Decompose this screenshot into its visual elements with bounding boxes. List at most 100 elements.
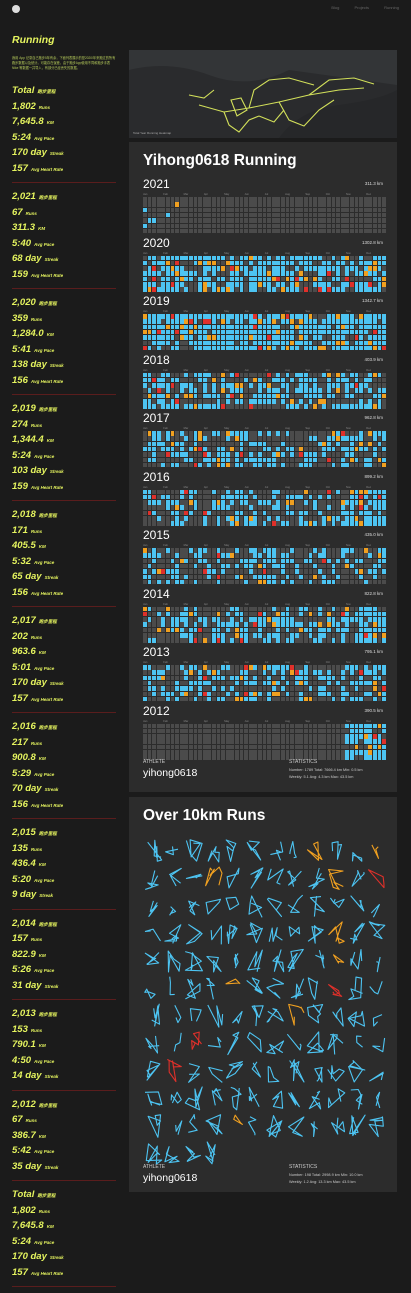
day-cell[interactable] [184,383,189,388]
day-cell[interactable] [377,516,382,521]
day-cell[interactable] [253,611,258,617]
day-cell[interactable] [294,696,299,702]
day-cell[interactable] [230,500,235,505]
day-cell[interactable] [336,345,341,351]
day-cell[interactable] [216,266,221,271]
day-cell[interactable] [359,446,364,452]
day-cell[interactable] [285,218,290,223]
day-cell[interactable] [313,665,318,670]
day-cell[interactable] [161,212,166,218]
day-cell[interactable] [359,723,364,728]
day-cell[interactable] [225,207,230,213]
day-cell[interactable] [354,319,359,324]
day-cell[interactable] [345,670,350,675]
day-cell[interactable] [175,489,180,494]
day-cell[interactable] [285,287,290,292]
day-cell[interactable] [147,516,152,521]
day-cell[interactable] [239,521,244,526]
day-cell[interactable] [359,260,364,266]
day-cell[interactable] [193,617,198,622]
day-cell[interactable] [267,255,272,260]
day-cell[interactable] [327,207,331,213]
day-cell[interactable] [189,335,193,340]
day-cell[interactable] [235,622,239,627]
day-cell[interactable] [327,617,331,622]
day-cell[interactable] [290,686,295,691]
day-cell[interactable] [350,675,354,681]
day-cell[interactable] [363,399,368,404]
day-cell[interactable] [221,516,226,521]
day-cell[interactable] [281,452,285,457]
day-cell[interactable] [294,500,299,505]
day-cell[interactable] [382,388,387,393]
day-cell[interactable] [212,329,216,335]
day-cell[interactable] [221,372,226,377]
day-cell[interactable] [377,197,382,202]
day-cell[interactable] [359,399,364,404]
day-cell[interactable] [207,617,212,622]
day-cell[interactable] [331,494,336,500]
day-cell[interactable] [354,723,359,728]
day-cell[interactable] [230,335,235,340]
day-cell[interactable] [327,383,331,388]
day-cell[interactable] [308,521,313,526]
day-cell[interactable] [359,510,364,516]
day-cell[interactable] [299,383,304,388]
day-cell[interactable] [262,755,267,760]
day-cell[interactable] [161,558,166,564]
route-shape[interactable] [146,1060,161,1081]
day-cell[interactable] [212,686,216,691]
day-cell[interactable] [143,207,147,213]
day-cell[interactable] [166,431,170,436]
day-cell[interactable] [345,276,350,282]
day-cell[interactable] [244,494,249,500]
day-cell[interactable] [327,212,331,218]
route-shape[interactable] [188,1063,200,1083]
day-cell[interactable] [290,755,295,760]
day-cell[interactable] [258,563,262,569]
day-cell[interactable] [262,611,267,617]
day-cell[interactable] [290,335,295,340]
day-cell[interactable] [299,744,304,750]
route-shape[interactable] [288,1003,305,1026]
day-cell[interactable] [239,744,244,750]
day-cell[interactable] [313,462,318,468]
day-cell[interactable] [212,696,216,702]
day-cell[interactable] [271,404,276,409]
day-cell[interactable] [359,505,364,510]
day-cell[interactable] [193,750,198,755]
day-cell[interactable] [331,579,336,585]
day-cell[interactable] [161,691,166,696]
day-cell[interactable] [235,755,239,760]
day-cell[interactable] [304,633,308,638]
day-cell[interactable] [253,675,258,681]
day-cell[interactable] [336,680,341,686]
day-cell[interactable] [317,691,322,696]
day-cell[interactable] [363,563,368,569]
day-cell[interactable] [336,287,341,292]
day-cell[interactable] [327,388,331,393]
day-cell[interactable] [304,431,308,436]
day-cell[interactable] [258,680,262,686]
day-cell[interactable] [225,686,230,691]
day-cell[interactable] [147,510,152,516]
route-shape[interactable] [206,977,215,1000]
day-cell[interactable] [317,627,322,633]
day-cell[interactable] [156,404,161,409]
day-cell[interactable] [152,276,157,282]
day-cell[interactable] [304,282,308,287]
day-cell[interactable] [382,553,387,558]
day-cell[interactable] [373,345,377,351]
day-cell[interactable] [271,606,276,611]
day-cell[interactable] [317,431,322,436]
day-cell[interactable] [382,276,387,282]
day-cell[interactable] [258,521,262,526]
day-cell[interactable] [152,399,157,404]
route-shape[interactable] [328,921,345,944]
day-cell[interactable] [299,617,304,622]
day-cell[interactable] [207,372,212,377]
day-cell[interactable] [225,494,230,500]
day-cell[interactable] [290,553,295,558]
day-cell[interactable] [244,276,249,282]
day-cell[interactable] [327,399,331,404]
